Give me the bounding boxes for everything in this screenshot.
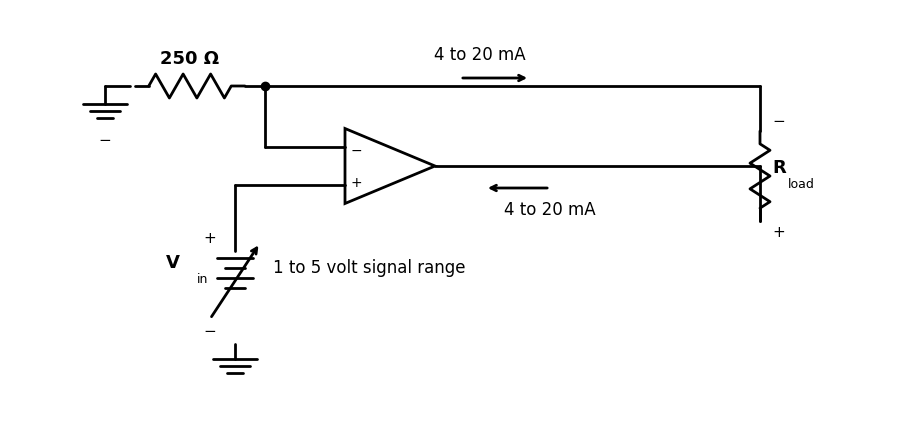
Text: load: load	[787, 178, 814, 191]
Text: 4 to 20 mA: 4 to 20 mA	[434, 46, 525, 64]
Text: $-$: $-$	[771, 112, 784, 127]
Text: $-$: $-$	[98, 131, 112, 146]
Text: $+$: $+$	[203, 231, 216, 246]
Text: in: in	[197, 273, 208, 286]
Text: 1 to 5 volt signal range: 1 to 5 volt signal range	[272, 259, 465, 277]
Text: 250 Ω: 250 Ω	[161, 50, 219, 68]
Text: 4 to 20 mA: 4 to 20 mA	[503, 201, 595, 219]
Text: $+$: $+$	[350, 176, 362, 189]
Text: $+$: $+$	[771, 225, 784, 240]
Text: R: R	[771, 159, 785, 177]
Text: V: V	[166, 254, 179, 272]
Text: $-$: $-$	[203, 322, 216, 337]
Text: $-$: $-$	[350, 142, 362, 157]
